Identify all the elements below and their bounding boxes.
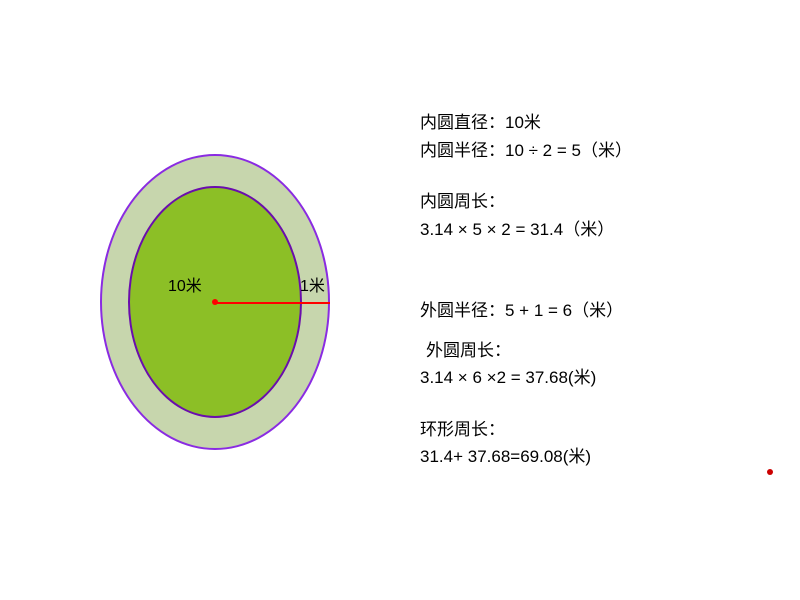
- ring-circ-label: 环形周长：: [420, 417, 780, 443]
- inner-circ-value: 3.14 × 5 × 2 = 31.4（米）: [420, 217, 780, 243]
- inner-diameter-line: 内圆直径：10米: [420, 110, 780, 136]
- outer-radius-line: 外圆半径：5 + 1 = 6（米）: [420, 298, 780, 324]
- label-10m: 10米: [168, 272, 202, 296]
- calculation-text: 内圆直径：10米 内圆半径：10 ÷ 2 = 5（米） 内圆周长： 3.14 ×…: [420, 110, 780, 496]
- inner-radius-line: 内圆半径：10 ÷ 2 = 5（米）: [420, 138, 780, 164]
- radius-line: [215, 302, 330, 304]
- inner-circumference-block: 内圆周长： 3.14 × 5 × 2 = 31.4（米）: [420, 189, 780, 242]
- outer-radius-block: 外圆半径：5 + 1 = 6（米）: [420, 298, 780, 324]
- center-dot: [212, 299, 218, 305]
- ring-circ-value: 31.4+ 37.68=69.08(米): [420, 444, 780, 470]
- annulus-diagram: 10米 1米: [50, 130, 350, 470]
- label-1m: 1米: [300, 272, 325, 296]
- outer-circ-value: 3.14 × 6 ×2 = 37.68(米): [420, 365, 780, 391]
- inner-circ-label: 内圆周长：: [420, 189, 780, 215]
- outer-circ-label: 外圆周长：: [426, 338, 780, 364]
- stray-dot: [767, 469, 773, 475]
- outer-circumference-block: 外圆周长： 3.14 × 6 ×2 = 37.68(米): [420, 338, 780, 391]
- ring-circumference-block: 环形周长： 31.4+ 37.68=69.08(米): [420, 417, 780, 470]
- inner-diameter-block: 内圆直径：10米 内圆半径：10 ÷ 2 = 5（米）: [420, 110, 780, 163]
